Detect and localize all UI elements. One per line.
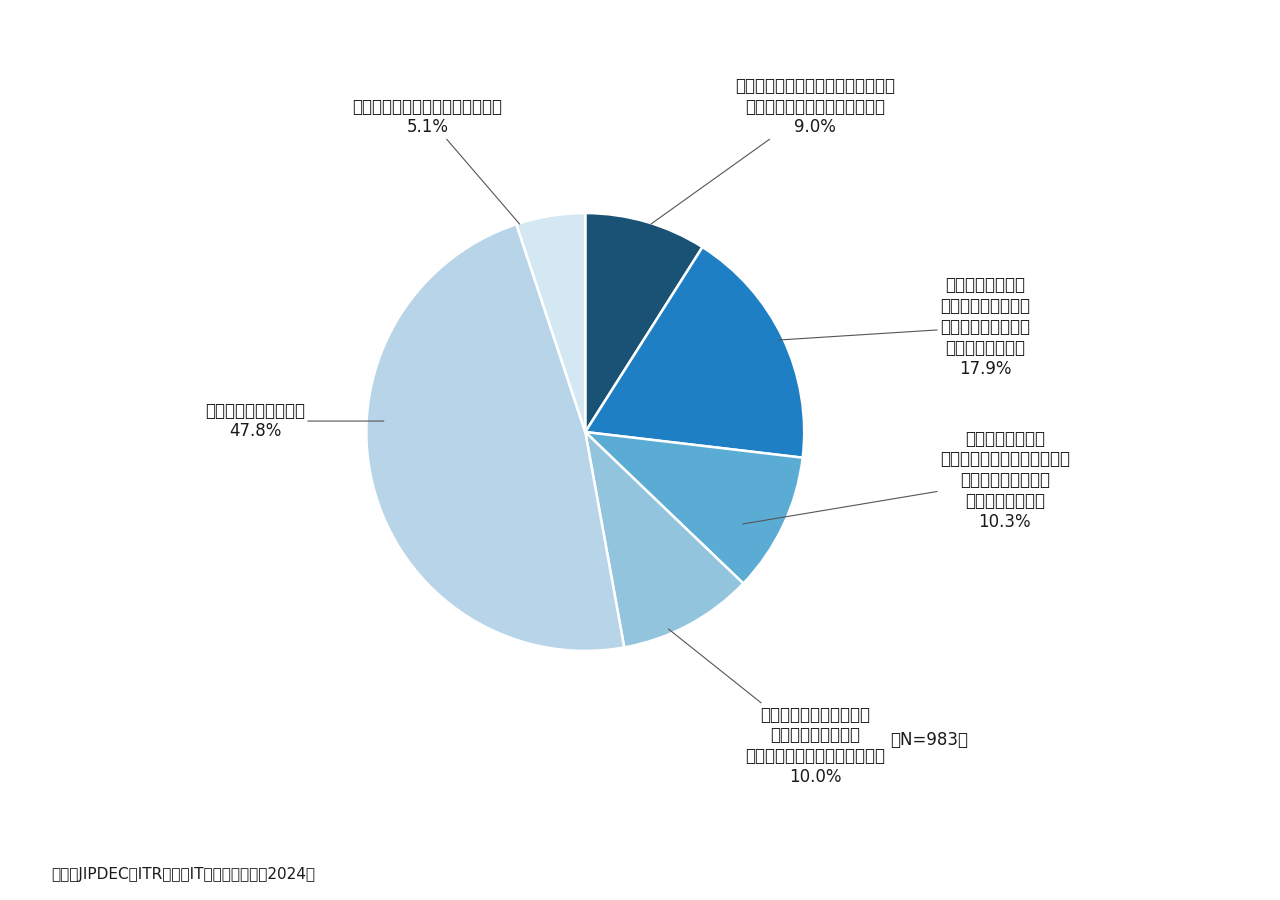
Wedge shape [585, 432, 744, 647]
Wedge shape [585, 248, 804, 458]
Wedge shape [366, 224, 625, 651]
Text: 出典：JIPDEC／ITR『企業IT利活用動向調査2024』: 出典：JIPDEC／ITR『企業IT利活用動向調査2024』 [51, 867, 315, 882]
Text: 感染被害に遭い、
身代金を支払ったが
システムやデータは
復旧できなかった
17.9%: 感染被害に遭い、 身代金を支払ったが システムやデータは 復旧できなかった 17… [778, 276, 1030, 377]
Text: 感染被害には遭ったが、
身代金は支払わずに
システムやデータを復旧させた
10.0%: 感染被害には遭ったが、 身代金は支払わずに システムやデータを復旧させた 10.… [668, 629, 886, 786]
Text: 感染被害に遭い、身代金を支払って
システムやデータを復旧させた
9.0%: 感染被害に遭い、身代金を支払って システムやデータを復旧させた 9.0% [652, 76, 895, 224]
Wedge shape [516, 213, 585, 432]
Wedge shape [585, 432, 803, 583]
Text: 被害に遭ったかどうかわからない
5.1%: 被害に遭ったかどうかわからない 5.1% [353, 98, 520, 224]
Text: 感染被害に遭い、
身代金を支払わなかったため
システムやデータを
復旧できなかった
10.3%: 感染被害に遭い、 身代金を支払わなかったため システムやデータを 復旧できなかっ… [742, 429, 1070, 531]
Wedge shape [585, 213, 703, 432]
Text: （N=983）: （N=983） [891, 732, 969, 750]
Text: 被害には遭っていない
47.8%: 被害には遭っていない 47.8% [205, 401, 384, 440]
